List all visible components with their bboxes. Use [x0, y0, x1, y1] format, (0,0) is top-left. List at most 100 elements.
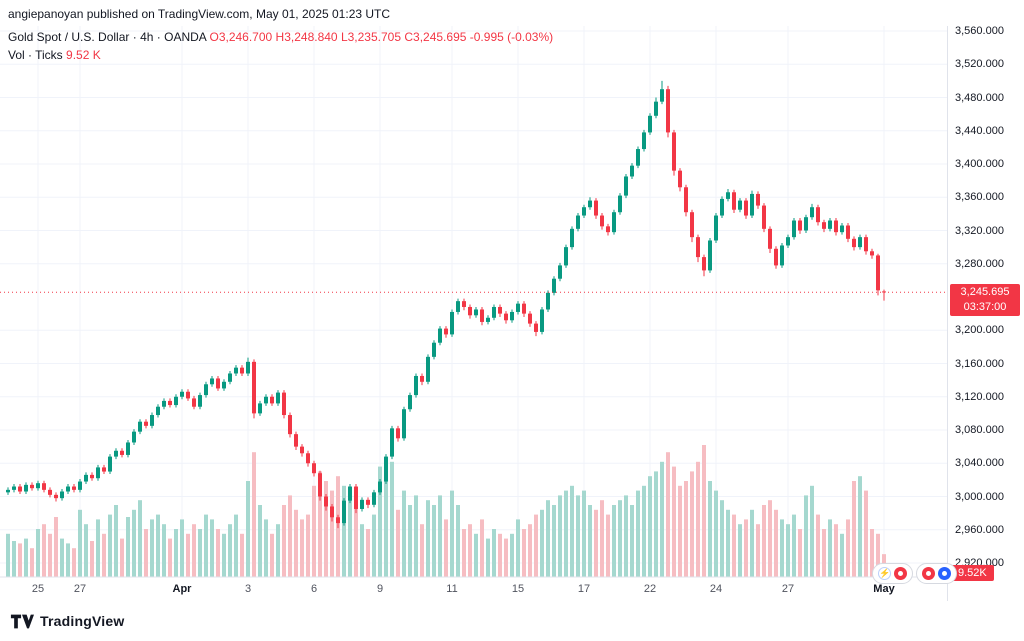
volume-bar — [216, 529, 220, 577]
volume-bar — [324, 481, 328, 577]
volume-bar — [834, 524, 838, 577]
volume-bar — [522, 529, 526, 577]
candle-body — [594, 200, 598, 216]
volume-bar — [90, 541, 94, 577]
time-axis-label[interactable]: 9 — [377, 583, 383, 595]
time-axis-label[interactable]: 17 — [578, 583, 590, 595]
price-axis-label[interactable]: 3,560.000 — [955, 25, 1004, 37]
candle-body — [822, 222, 826, 229]
candle-body — [480, 309, 484, 322]
price-axis-label[interactable]: 3,200.000 — [955, 324, 1004, 337]
volume-bar — [66, 543, 70, 577]
time-axis-label[interactable]: 24 — [710, 583, 722, 595]
volume-bar — [840, 533, 844, 577]
candle-body — [300, 446, 304, 454]
candlestick-chart-canvas[interactable]: 25 27 Apr 3 6 9 11 15 17 22 24 27 May — [0, 26, 947, 601]
volume-bar — [222, 533, 226, 577]
time-axis-label[interactable]: 25 — [32, 583, 44, 595]
price-axis-label[interactable]: 3,320.000 — [955, 224, 1004, 237]
candle-body — [378, 481, 382, 493]
volume-bar — [180, 519, 184, 577]
candle-body — [36, 483, 40, 489]
price-axis-label[interactable]: 3,440.000 — [955, 124, 1004, 137]
volume-bar — [390, 461, 394, 577]
time-axis-label[interactable]: 27 — [74, 583, 86, 595]
time-axis-label[interactable]: Apr — [173, 583, 193, 595]
volume-bar — [786, 524, 790, 577]
current-volume-badge: 9.52K — [951, 565, 994, 581]
price-axis-label[interactable]: 3,040.000 — [955, 457, 1004, 470]
time-axis-label[interactable]: 15 — [512, 583, 524, 595]
candle-body — [48, 489, 52, 495]
candle-body — [630, 165, 634, 177]
volume-bar — [462, 529, 466, 577]
time-axis-label[interactable]: 11 — [446, 583, 457, 595]
blue-reaction-icon[interactable] — [938, 567, 951, 580]
volume-bar — [588, 505, 592, 577]
volume-bar — [150, 519, 154, 577]
price-axis-label[interactable]: 3,000.000 — [955, 490, 1004, 503]
candle-body — [492, 306, 496, 318]
candle-body — [786, 237, 790, 246]
volume-bar — [366, 529, 370, 577]
volume-bar — [534, 514, 538, 577]
symbol-title[interactable]: Gold Spot / U.S. Dollar — [8, 30, 130, 44]
volume-bar — [690, 471, 694, 577]
lightning-icon[interactable]: ⚡ — [878, 567, 891, 580]
red-reaction-icon[interactable] — [922, 567, 935, 580]
grid-layer — [0, 26, 947, 577]
time-axis-label[interactable]: 6 — [311, 583, 317, 595]
candle-body — [102, 467, 106, 472]
volume-bar — [60, 538, 64, 577]
candle-body — [264, 396, 268, 404]
volume-label[interactable]: Vol · Ticks — [8, 48, 63, 62]
candle-body — [42, 483, 46, 490]
time-axis-label[interactable]: May — [873, 583, 895, 595]
volume-bar — [762, 505, 766, 577]
price-axis-label[interactable]: 3,080.000 — [955, 424, 1004, 436]
price-axis-label[interactable]: 3,280.000 — [955, 257, 1004, 270]
volume-bar — [864, 490, 868, 577]
reaction-pill[interactable] — [916, 563, 957, 584]
volume-bar — [636, 490, 640, 577]
volume-bar — [234, 514, 238, 577]
price-axis-label[interactable]: 3,120.000 — [955, 390, 1004, 403]
candle-body — [18, 486, 22, 492]
candle-body — [540, 309, 544, 332]
volume-bar — [246, 481, 250, 577]
candle-body — [618, 195, 622, 213]
price-axis-label[interactable]: 3,400.000 — [955, 158, 1004, 170]
tradingview-logo-icon[interactable] — [10, 613, 34, 630]
price-axis-label[interactable]: 3,480.000 — [955, 91, 1004, 104]
footer-bar: TradingView — [0, 601, 1024, 641]
price-axis-label[interactable]: 3,520.000 — [955, 58, 1004, 71]
volume-bar — [438, 495, 442, 577]
candles-layer — [6, 80, 886, 529]
interval-label[interactable]: 4h — [140, 30, 154, 44]
volume-bar — [54, 517, 58, 577]
volume-bar — [414, 495, 418, 577]
attribution-bar: angiepanoyan published on TradingView.co… — [0, 0, 1024, 26]
chart-area[interactable]: 25 27 Apr 3 6 9 11 15 17 22 24 27 May Gold Spot / U.… — [0, 25, 1024, 601]
candle-body — [228, 373, 232, 382]
time-axis-label[interactable]: 27 — [782, 583, 794, 595]
price-axis-label[interactable]: 3,360.000 — [955, 191, 1004, 204]
time-axis-label[interactable]: 22 — [644, 583, 656, 595]
price-axis-label[interactable]: 2,960.000 — [955, 523, 1004, 536]
time-axis-label[interactable]: 3 — [245, 583, 251, 595]
price-axis[interactable]: 3,245.695 03:37:00 9.52K 3,560.000 3,520.… — [947, 25, 1024, 601]
candle-body — [132, 431, 136, 443]
candle-body — [144, 421, 148, 426]
tradingview-wordmark[interactable]: TradingView — [40, 613, 125, 629]
candle-body — [810, 207, 814, 218]
candle-body — [330, 506, 334, 518]
volume-bar — [210, 519, 214, 577]
volume-bar — [444, 519, 448, 577]
red-reaction-icon[interactable] — [894, 567, 907, 580]
exchange-label[interactable]: OANDA — [164, 30, 207, 44]
candle-body — [78, 481, 82, 490]
price-axis-label[interactable]: 3,160.000 — [955, 357, 1004, 370]
candle-body — [186, 391, 190, 399]
reaction-pill[interactable]: ⚡ — [872, 563, 913, 584]
candle-body — [408, 395, 412, 410]
